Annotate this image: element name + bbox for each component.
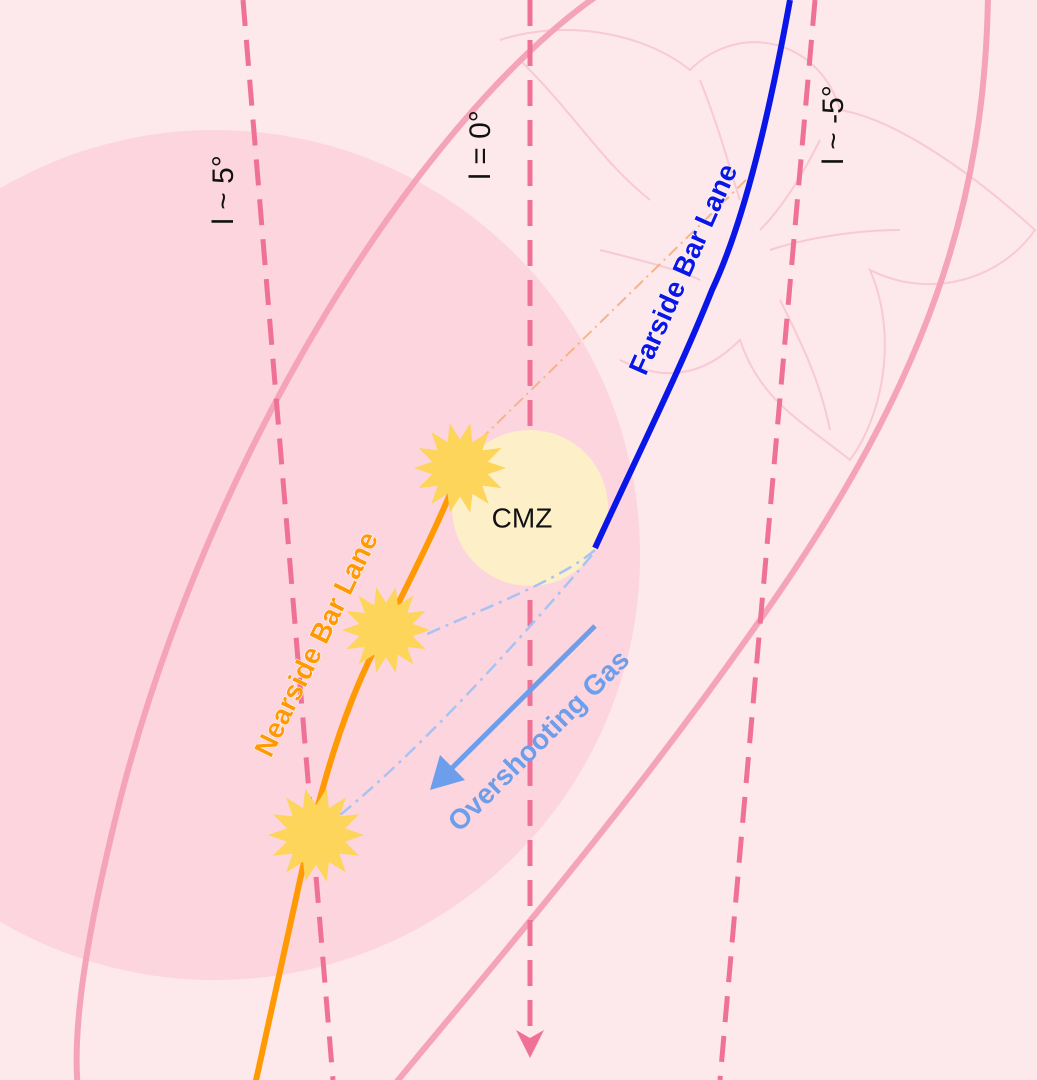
- l-0-label: l = 0°: [464, 110, 497, 180]
- cmz-label: CMZ: [492, 502, 553, 533]
- l-pos5-label: l ~ 5°: [207, 155, 240, 225]
- l-neg5-label: l ~ -5°: [817, 85, 850, 165]
- diagram: l ~ 5° l = 0° l ~ -5° CMZ Farside Bar La…: [0, 0, 1037, 1080]
- page: l ~ 5° l = 0° l ~ -5° CMZ Farside Bar La…: [0, 0, 1037, 1080]
